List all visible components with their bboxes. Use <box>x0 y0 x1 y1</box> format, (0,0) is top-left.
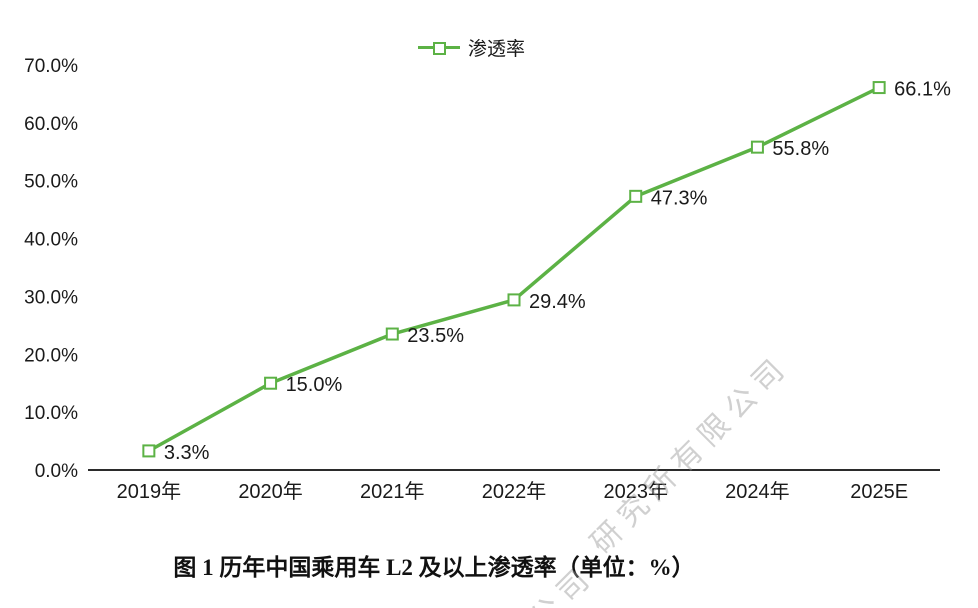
y-tick-label: 0.0% <box>35 461 78 482</box>
y-tick-label: 10.0% <box>24 403 78 424</box>
chart-caption: 图 1 历年中国乘用车 L2 及以上渗透率（单位：%） <box>173 555 695 580</box>
data-label: 29.4% <box>529 291 586 313</box>
data-point-marker <box>385 327 399 341</box>
y-tick-label: 50.0% <box>24 172 78 193</box>
x-tick-label: 2021年 <box>360 480 425 503</box>
legend-line-swatch <box>418 42 460 55</box>
data-point-marker <box>872 81 886 95</box>
data-point-marker <box>142 444 156 458</box>
series-line <box>147 85 881 453</box>
data-label: 66.1% <box>894 79 951 101</box>
legend-square-marker-icon <box>433 42 446 55</box>
x-tick-label: 2019年 <box>117 480 182 503</box>
line-chart: 0.0% 10.0% 20.0% 30.0% 40.0% 50.0% 60.0% 70.0% 2… <box>24 56 951 503</box>
data-label: 3.3% <box>164 442 210 464</box>
y-tick-label: 20.0% <box>24 345 78 366</box>
x-tick-label: 2020年 <box>238 480 303 503</box>
x-tick-label: 2022年 <box>482 480 547 503</box>
y-tick-label: 70.0% <box>24 56 78 77</box>
data-point-marker <box>750 140 764 154</box>
data-label: 23.5% <box>407 325 464 347</box>
x-tick-label: 2023年 <box>603 480 668 503</box>
data-point-marker <box>629 189 643 203</box>
data-point-marker <box>507 293 521 307</box>
y-tick-label: 60.0% <box>24 114 78 135</box>
y-tick-label: 40.0% <box>24 230 78 251</box>
data-label: 55.8% <box>772 138 829 160</box>
legend-label: 渗透率 <box>468 39 526 60</box>
x-tick-label: 2025E <box>850 481 908 503</box>
legend: 渗透率 <box>418 34 525 61</box>
data-label: 47.3% <box>651 187 708 209</box>
data-point-marker <box>264 376 278 390</box>
x-tick-label: 2024年 <box>725 480 790 503</box>
y-tick-label: 30.0% <box>24 287 78 308</box>
data-label: 15.0% <box>286 374 343 396</box>
